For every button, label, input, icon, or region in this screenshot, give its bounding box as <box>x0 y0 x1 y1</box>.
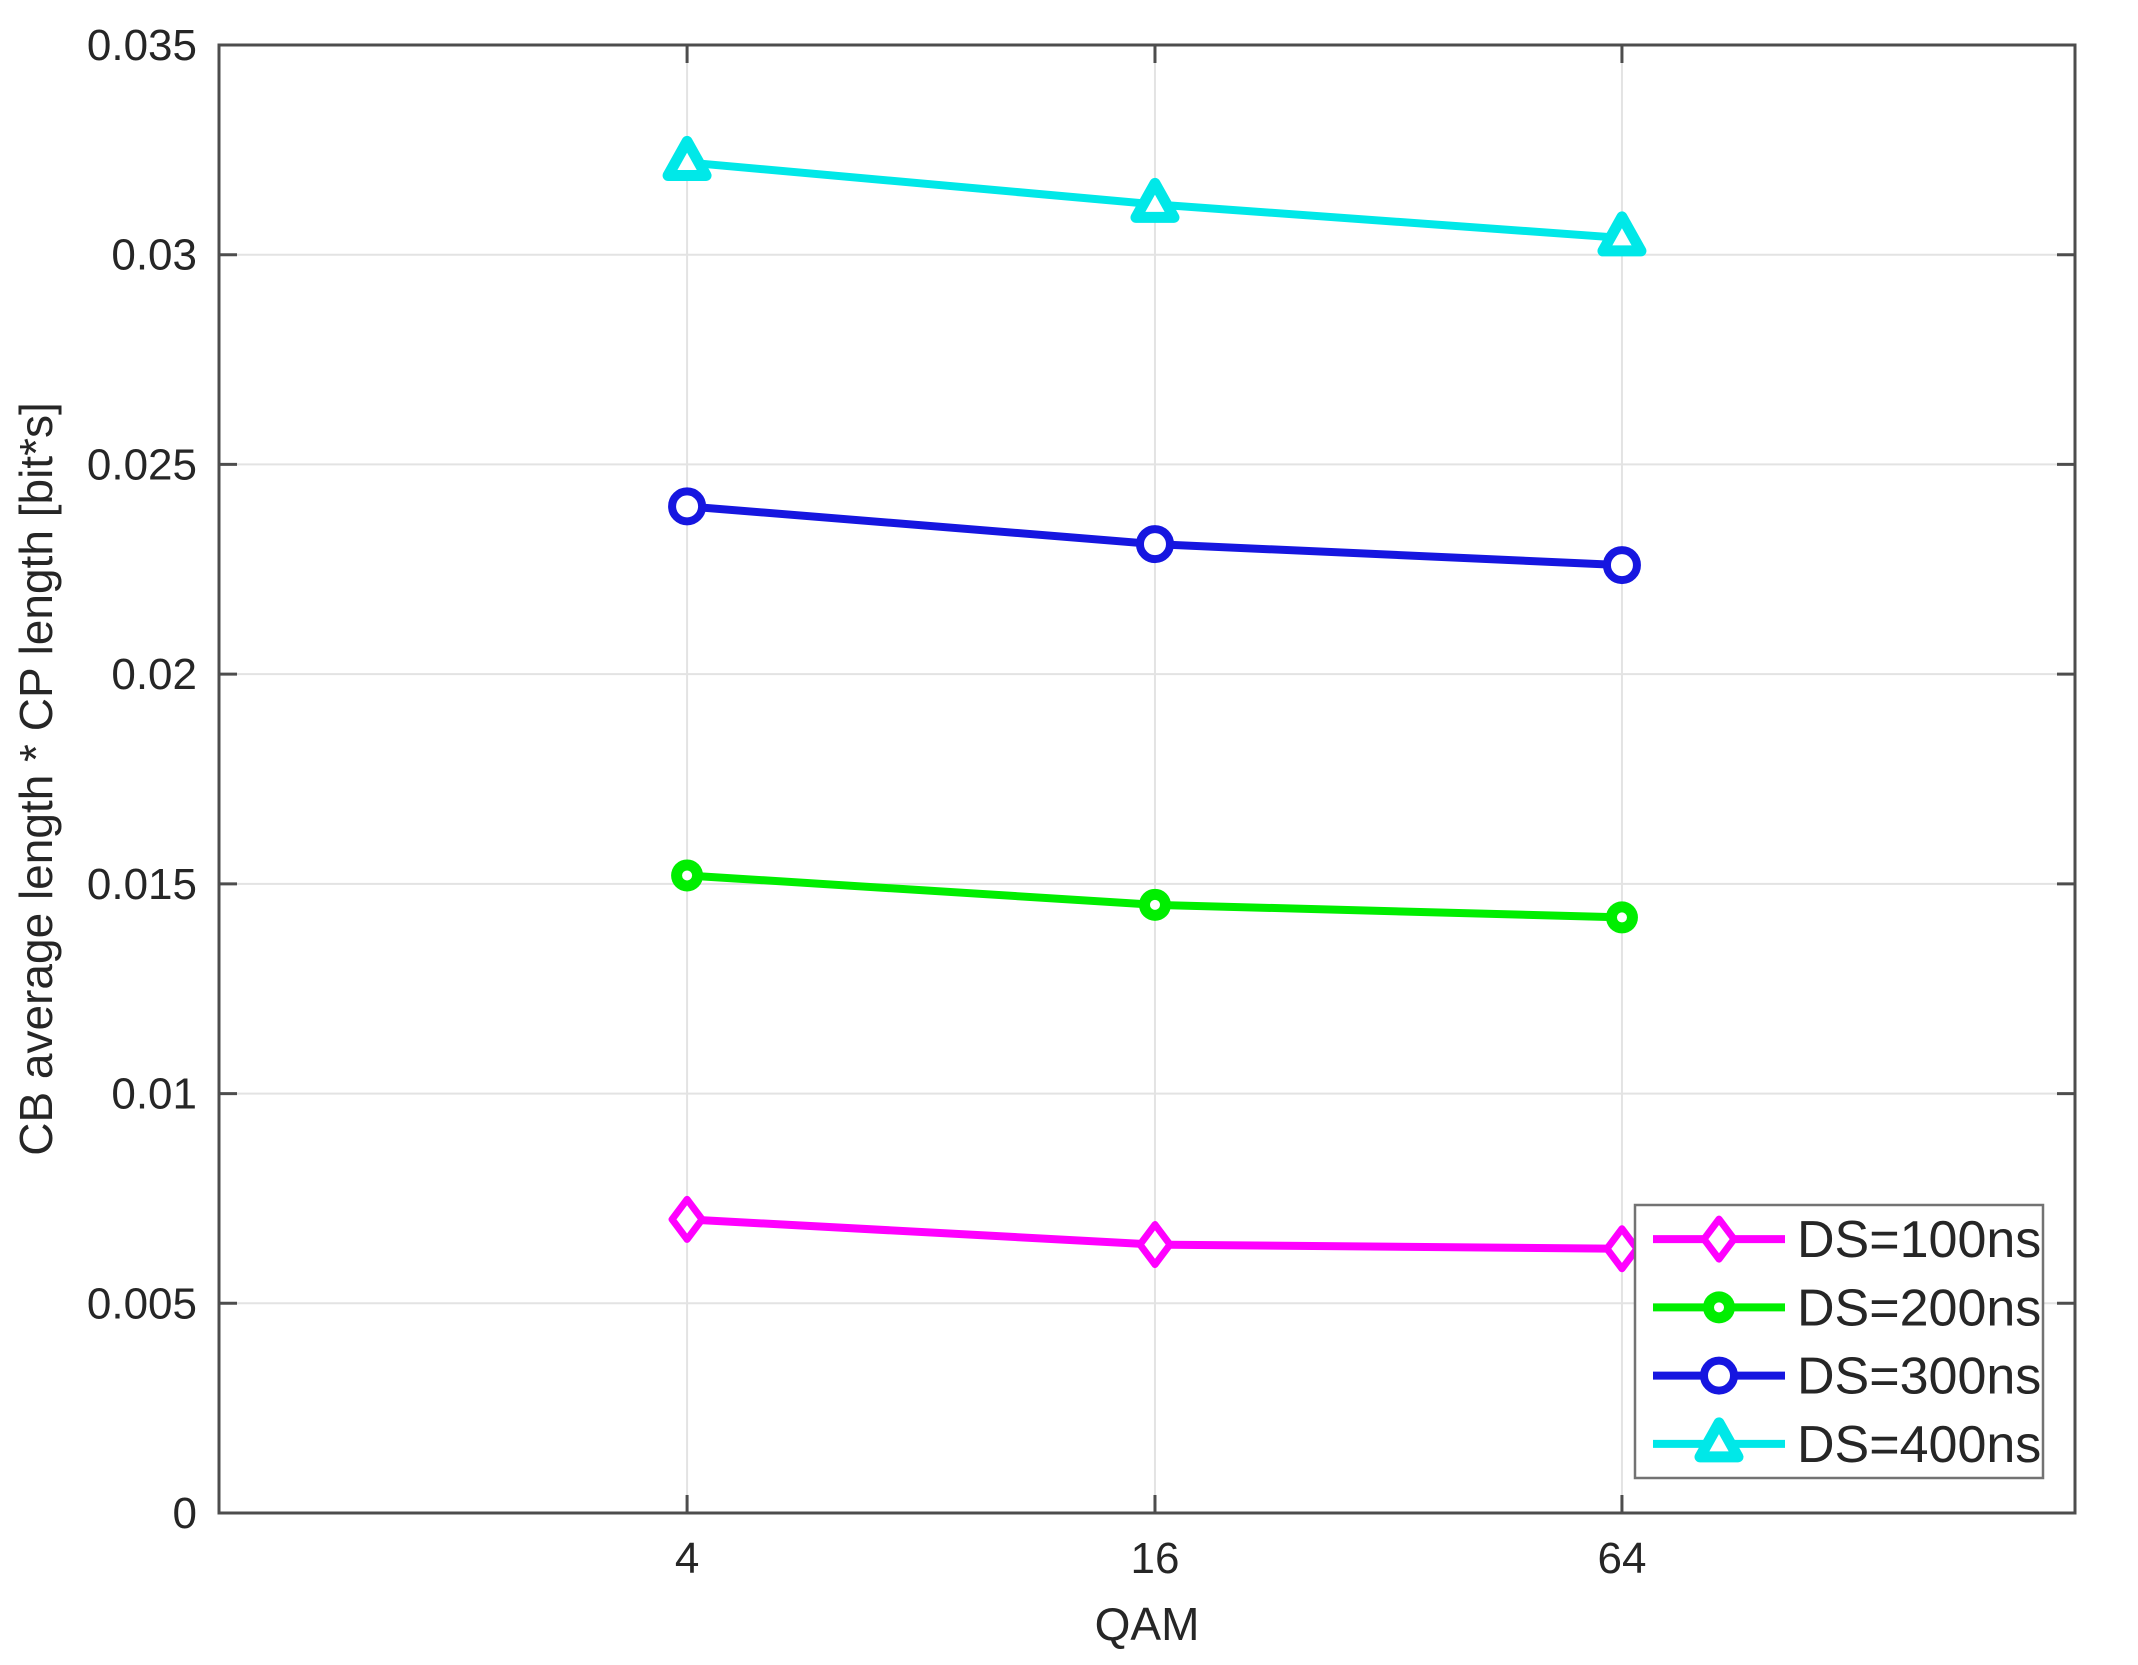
x-tick-label: 4 <box>675 1534 699 1583</box>
legend-entry-ds-200ns: DS=200ns <box>1653 1279 2041 1337</box>
y-axis-label: CB average length * CP length [bit*s] <box>10 402 62 1156</box>
legend-label-ds-100ns: DS=100ns <box>1797 1211 2041 1269</box>
marker-open-diamond <box>1603 1225 1641 1273</box>
legend-label-ds-400ns: DS=400ns <box>1797 1416 2041 1474</box>
marker-open-circle <box>1602 546 1641 585</box>
series-ds-100ns <box>668 1195 1641 1273</box>
y-tick-label: 0.025 <box>87 440 197 489</box>
legend-label-ds-200ns: DS=200ns <box>1797 1279 2041 1337</box>
marker-filled-circle <box>1714 1302 1724 1313</box>
series-ds-400ns <box>662 135 1647 257</box>
legend-box <box>1633 1203 2045 1480</box>
marker-filled-circle <box>1616 912 1627 923</box>
x-tick-label: 16 <box>1131 1534 1180 1583</box>
y-tick-label: 0 <box>173 1489 197 1538</box>
series-ds-300ns <box>668 487 1641 585</box>
marker-filled-triangle <box>662 135 712 181</box>
x-axis-label: QAM <box>1095 1598 1200 1650</box>
marker-open-diamond <box>1136 1221 1174 1269</box>
marker-open-diamond <box>1700 1215 1738 1263</box>
plot-box <box>217 43 2077 1515</box>
y-tick-label: 0.01 <box>111 1070 197 1119</box>
x-tick-label: 64 <box>1597 1534 1646 1583</box>
y-tick-label: 0.03 <box>111 231 197 280</box>
marker-open-circle <box>1135 525 1174 564</box>
marker-filled-triangle <box>1597 211 1647 257</box>
series-ds-200ns <box>671 859 1638 934</box>
marker-filled-circle <box>682 870 693 881</box>
marker-filled-triangle <box>1130 177 1180 223</box>
y-tick-label: 0.02 <box>111 650 197 699</box>
tick-label-layer: 0 0.005 0.01 0.015 0.02 0.025 0.03 0.035 4 16 64 <box>87 21 1647 1583</box>
grid-layer <box>219 45 2075 1513</box>
series-layer <box>662 135 1647 1273</box>
legend-entry-ds-400ns: DS=400ns <box>1653 1416 2041 1474</box>
marker-filled-triangle <box>1694 1417 1744 1463</box>
legend-entry-ds-300ns: DS=300ns <box>1653 1348 2041 1406</box>
axes-layer <box>217 43 2077 1515</box>
legend-entry-ds-100ns: DS=100ns <box>1653 1211 2041 1269</box>
marker-open-diamond <box>668 1195 706 1243</box>
legend-label-ds-300ns: DS=300ns <box>1797 1348 2041 1406</box>
marker-open-circle <box>1700 1356 1738 1395</box>
y-tick-label: 0.015 <box>87 860 197 909</box>
marker-open-circle <box>668 487 707 526</box>
legend: DS=100ns DS=200ns DS=300ns DS=400ns <box>1633 1203 2045 1480</box>
y-tick-label: 0.035 <box>87 21 197 70</box>
marker-filled-circle <box>1149 899 1160 910</box>
y-tick-label: 0.005 <box>87 1279 197 1328</box>
